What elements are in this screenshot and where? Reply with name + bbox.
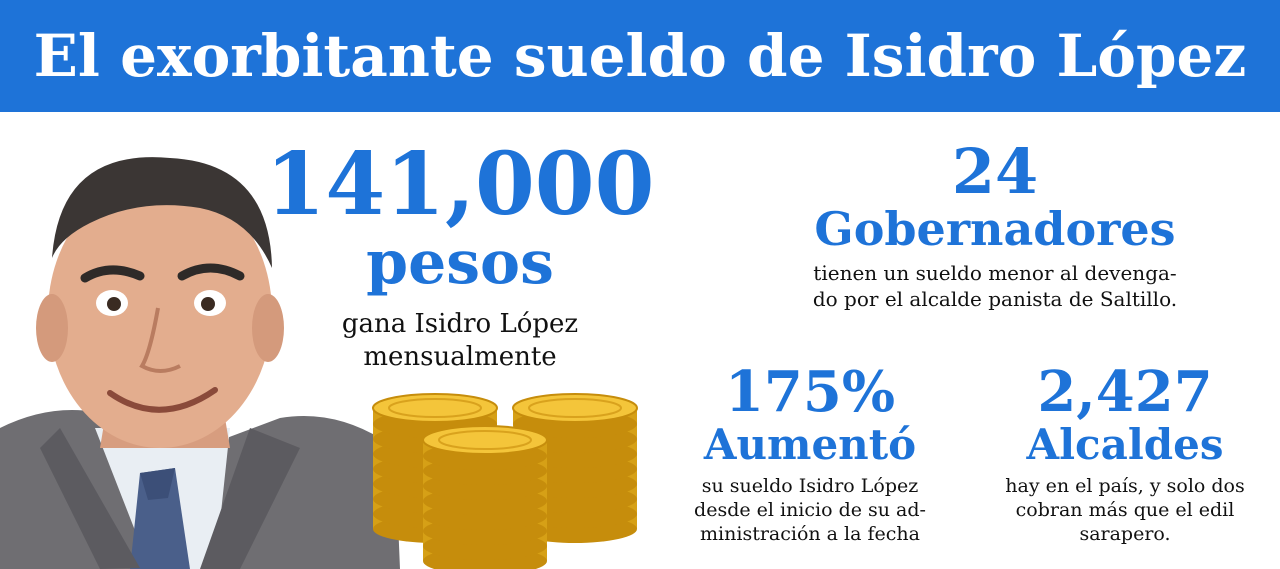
portrait-image [0,157,400,569]
salary-description: gana Isidro López mensualmente [250,308,670,374]
page-title: El exorbitante sueldo de Isidro López [33,22,1247,90]
mayors-count: 2,427 [1037,359,1213,425]
governors-desc-line: tienen un sueldo menor al devenga- [813,261,1177,285]
increase-desc-line: desde el inicio de su ad- [694,499,926,521]
governors-label: Gobernadores [814,202,1176,256]
title-banner: El exorbitante sueldo de Isidro López [0,0,1280,112]
governors-description: tienen un sueldo menor al devenga- do po… [770,260,1220,312]
mayors-desc-line: cobran más que el edil [1015,499,1235,521]
mayors-stat: 2,427 Alcaldes hay en el país, y solo do… [975,362,1275,546]
mayors-desc-line: sarapero. [1079,523,1171,545]
coin-stacks-image [372,393,638,569]
monthly-salary-stat: 141,000 pesos gana Isidro López mensualm… [250,140,670,374]
governors-count: 24 [951,135,1039,208]
increase-description: su sueldo Isidro López desde el inicio d… [680,474,940,546]
increase-percent: 175% [724,359,896,425]
governors-desc-line: do por el alcalde panista de Saltillo. [812,287,1178,311]
increase-label: Aumentó [703,420,917,469]
mayors-description: hay en el país, y solo dos cobran más qu… [975,474,1275,546]
increase-desc-line: ministración a la fecha [700,523,920,545]
increase-stat: 175% Aumentó su sueldo Isidro López desd… [680,362,940,546]
mayors-label: Alcaldes [1026,420,1224,469]
mayors-desc-line: hay en el país, y solo dos [1005,475,1245,497]
salary-desc-line: mensualmente [363,342,557,372]
salary-amount: 141,000 [265,134,655,235]
increase-desc-line: su sueldo Isidro López [701,475,919,497]
governors-stat: 24 Gobernadores tienen un sueldo menor a… [770,140,1220,312]
salary-unit: pesos [366,228,554,298]
salary-desc-line: gana Isidro López [341,309,579,339]
